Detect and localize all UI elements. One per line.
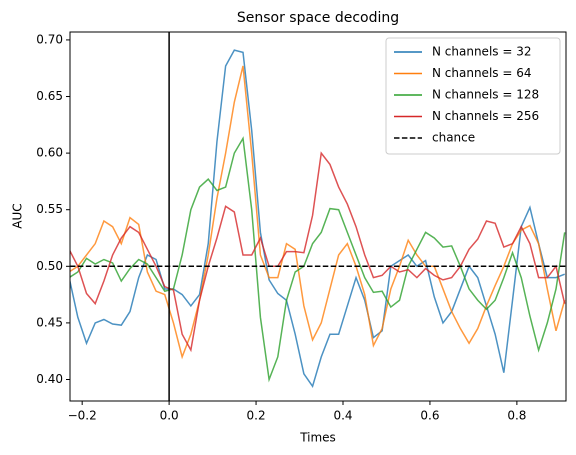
- legend-label: chance: [432, 131, 475, 145]
- chart-title: Sensor space decoding: [237, 10, 399, 26]
- x-axis-label: Times: [299, 431, 336, 445]
- y-tick-label: 0.55: [36, 202, 63, 216]
- y-tick-label: 0.60: [36, 146, 63, 160]
- legend-label: N channels = 128: [432, 88, 539, 102]
- x-tick-label: 0.8: [507, 409, 526, 423]
- x-tick-label: −0.2: [68, 409, 97, 423]
- y-tick-label: 0.40: [36, 372, 63, 386]
- y-tick-label: 0.45: [36, 315, 63, 329]
- y-tick-label: 0.50: [36, 259, 63, 273]
- y-tick-label: 0.65: [36, 89, 63, 103]
- legend-label: N channels = 64: [432, 66, 531, 80]
- series-line: [70, 151, 566, 353]
- y-tick-label: 0.70: [36, 32, 63, 46]
- x-tick-label: 0.0: [160, 409, 179, 423]
- x-tick-label: 0.6: [420, 409, 439, 423]
- x-tick-label: 0.4: [333, 409, 352, 423]
- x-tick-label: 0.2: [247, 409, 266, 423]
- y-axis-label: AUC: [11, 203, 25, 228]
- series-line: [70, 65, 566, 360]
- legend-label: N channels = 32: [432, 45, 531, 59]
- axes-frame: [69, 31, 567, 402]
- series-line: [70, 136, 566, 383]
- legend-box: [385, 37, 561, 155]
- legend-label: N channels = 256: [432, 109, 539, 123]
